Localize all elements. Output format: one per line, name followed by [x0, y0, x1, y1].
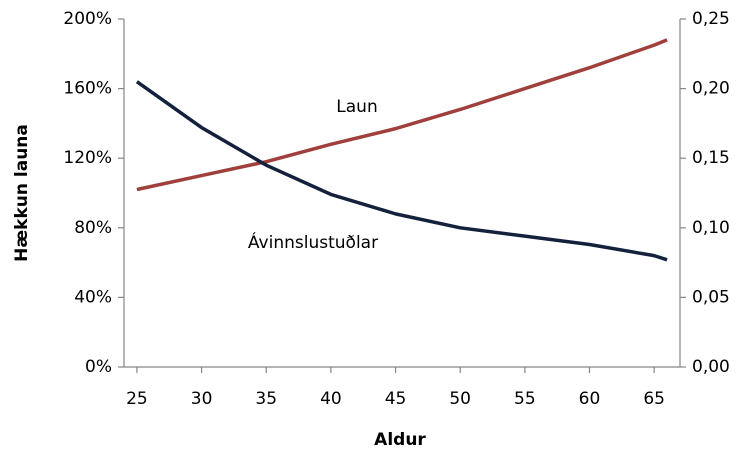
- x-tick-label: 40: [320, 389, 342, 409]
- line-series: [136, 38, 668, 192]
- y2-tick-label: 0,00: [692, 357, 730, 377]
- series-label: Ávinnslustuðlar: [248, 231, 378, 253]
- y-tick-label: 120%: [63, 148, 112, 168]
- x-tick-label: 35: [255, 389, 277, 409]
- y-tick-label: 0%: [85, 357, 112, 377]
- y2-tick-label: 0,15: [692, 148, 730, 168]
- y2-tick-label: 0,05: [692, 287, 730, 307]
- y-axis-title: Hækkun launa: [12, 124, 32, 262]
- series-label: Laun: [336, 97, 377, 117]
- y-tick-label: 40%: [74, 287, 112, 307]
- x-tick-label: 60: [579, 389, 601, 409]
- y2-tick-label: 0,25: [692, 9, 730, 29]
- y-tick-label: 160%: [63, 79, 112, 99]
- x-tick-label: 65: [643, 389, 665, 409]
- y2-tick-label: 0,10: [692, 218, 730, 238]
- line-series: [135, 80, 668, 262]
- x-tick-label: 55: [514, 389, 536, 409]
- x-tick-label: 25: [126, 389, 148, 409]
- y-tick-label: 80%: [74, 218, 112, 238]
- y2-tick-label: 0,20: [692, 79, 730, 99]
- y-tick-label: 200%: [63, 9, 112, 29]
- x-axis-title: Aldur: [374, 430, 426, 450]
- x-tick-label: 45: [385, 389, 407, 409]
- x-tick-label: 50: [449, 389, 471, 409]
- x-tick-label: 30: [191, 389, 213, 409]
